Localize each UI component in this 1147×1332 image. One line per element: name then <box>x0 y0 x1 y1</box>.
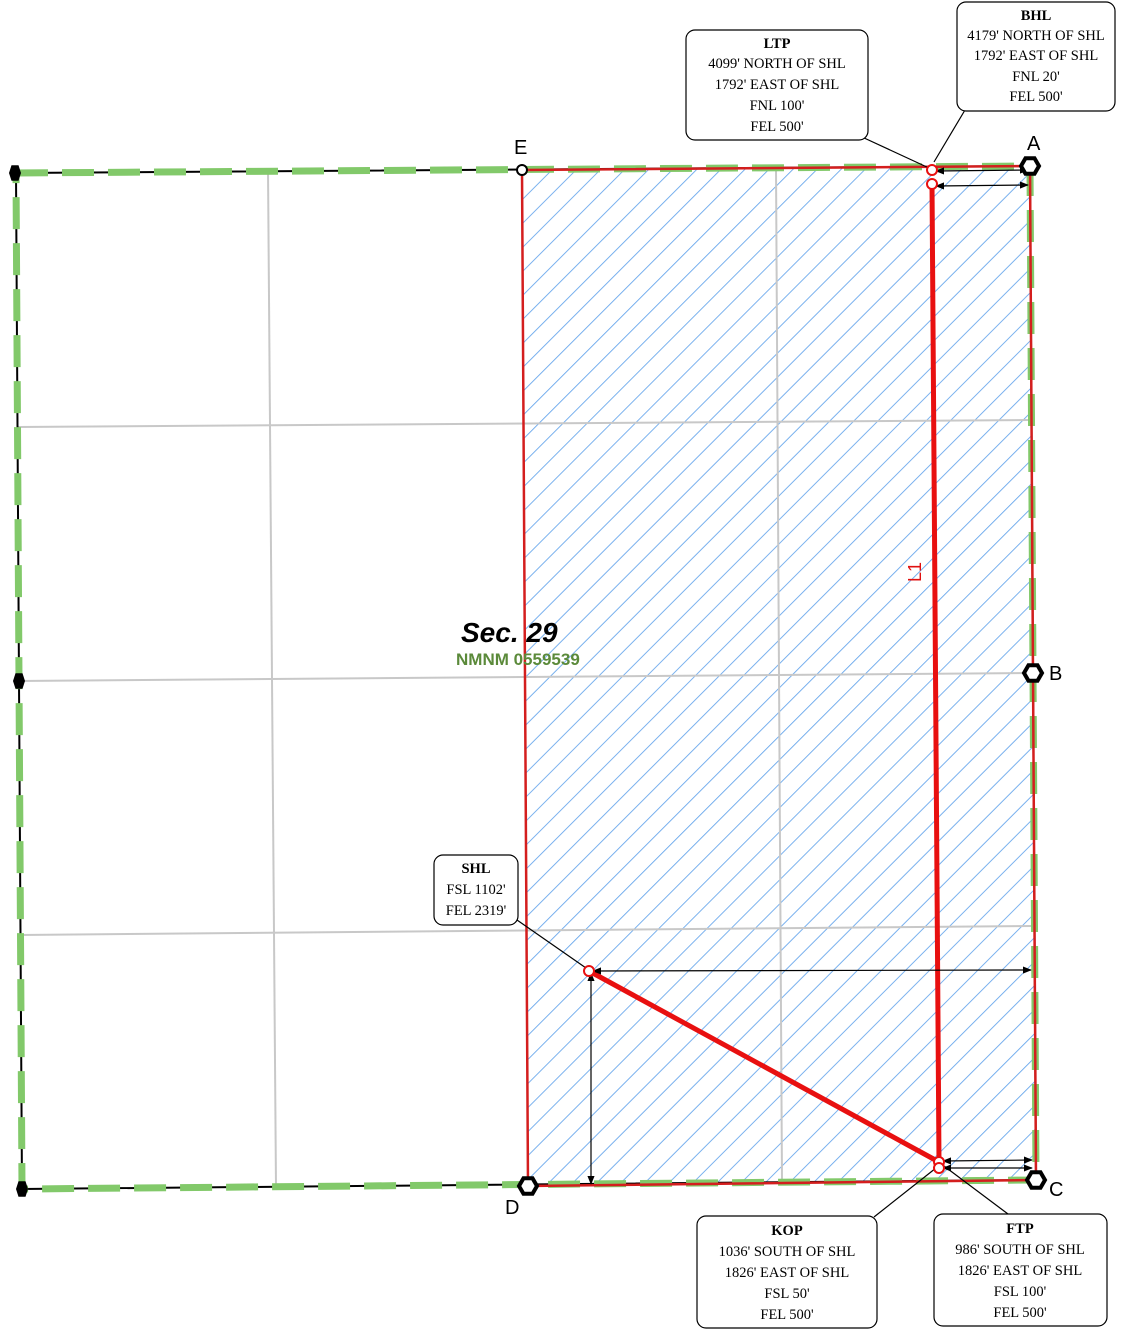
callout-kop-title: KOP <box>771 1223 803 1239</box>
callout-ftp-line: 1826' EAST OF SHL <box>958 1263 1082 1279</box>
callout-bhl-line: FEL 500' <box>1009 89 1062 105</box>
lease-number: NMNM 0559539 <box>456 650 580 669</box>
callout-shl-line: FEL 2319' <box>446 903 506 919</box>
wellbore-curve <box>586 968 942 1165</box>
leader-lines <box>516 109 1009 1218</box>
ftp-marker <box>933 1162 945 1174</box>
callout-ftp-line: FSL 100' <box>994 1284 1046 1300</box>
callout-bhl-line: 1792' EAST OF SHL <box>974 48 1098 64</box>
corner-monument-b <box>1021 663 1045 683</box>
callout-kop-line: 1826' EAST OF SHL <box>725 1265 849 1281</box>
corner-monument-w <box>13 673 25 689</box>
callout-bhl-line: FNL 20' <box>1012 69 1060 85</box>
wellbore-path <box>586 181 942 1165</box>
callout-shl: SHL FSL 1102' FEL 2319' <box>433 854 519 926</box>
callout-bhl: BHL 4179' NORTH OF SHL 1792' EAST OF SHL… <box>956 1 1116 112</box>
callout-ftp: FTP 986' SOUTH OF SHL 1826' EAST OF SHL … <box>933 1213 1108 1327</box>
well-points <box>583 164 945 1174</box>
callout-ltp-line: 1792' EAST OF SHL <box>715 77 839 93</box>
wellbore-lateral <box>929 181 942 1165</box>
corner-monument-nw <box>9 165 21 181</box>
corner-monument-a <box>1018 156 1042 176</box>
corner-monument-e <box>516 164 528 176</box>
dimension-lines <box>587 166 1033 1185</box>
callout-ltp-line: FNL 100' <box>750 98 805 114</box>
callout-ltp: LTP 4099' NORTH OF SHL 1792' EAST OF SHL… <box>685 29 869 141</box>
line-label-l1: L1 <box>905 562 925 582</box>
callout-kop: KOP 1036' SOUTH OF SHL 1826' EAST OF SHL… <box>696 1215 878 1329</box>
bhl-marker <box>926 164 938 176</box>
callout-ftp-line: 986' SOUTH OF SHL <box>955 1242 1085 1258</box>
callout-ftp-line: FEL 500' <box>993 1305 1046 1321</box>
callout-kop-line: 1036' SOUTH OF SHL <box>719 1244 856 1260</box>
callout-ltp-line: FEL 500' <box>750 119 803 135</box>
corner-monument-sw <box>16 1181 28 1197</box>
callout-ltp-title: LTP <box>764 36 791 52</box>
callout-shl-title: SHL <box>461 861 490 877</box>
corner-label-b: B <box>1049 663 1062 685</box>
callout-ltp-line: 4099' NORTH OF SHL <box>708 56 846 72</box>
callout-kop-line: FSL 50' <box>764 1286 809 1302</box>
corner-monument-d <box>516 1176 540 1196</box>
corner-monument-c <box>1024 1170 1048 1190</box>
section-label: Sec. 29 <box>461 617 558 648</box>
corner-label-c: C <box>1049 1179 1063 1201</box>
callout-kop-line: FEL 500' <box>760 1307 813 1323</box>
corner-label-e: E <box>514 137 527 159</box>
corner-monuments <box>9 156 1048 1197</box>
callout-bhl-line: 4179' NORTH OF SHL <box>967 28 1105 44</box>
ltp-marker <box>926 178 938 190</box>
corner-label-a: A <box>1027 133 1041 155</box>
callout-ftp-title: FTP <box>1006 1221 1034 1237</box>
shl-marker <box>583 965 595 977</box>
callout-shl-line: FSL 1102' <box>446 882 505 898</box>
corner-label-d: D <box>505 1197 519 1219</box>
callout-bhl-title: BHL <box>1021 8 1052 24</box>
